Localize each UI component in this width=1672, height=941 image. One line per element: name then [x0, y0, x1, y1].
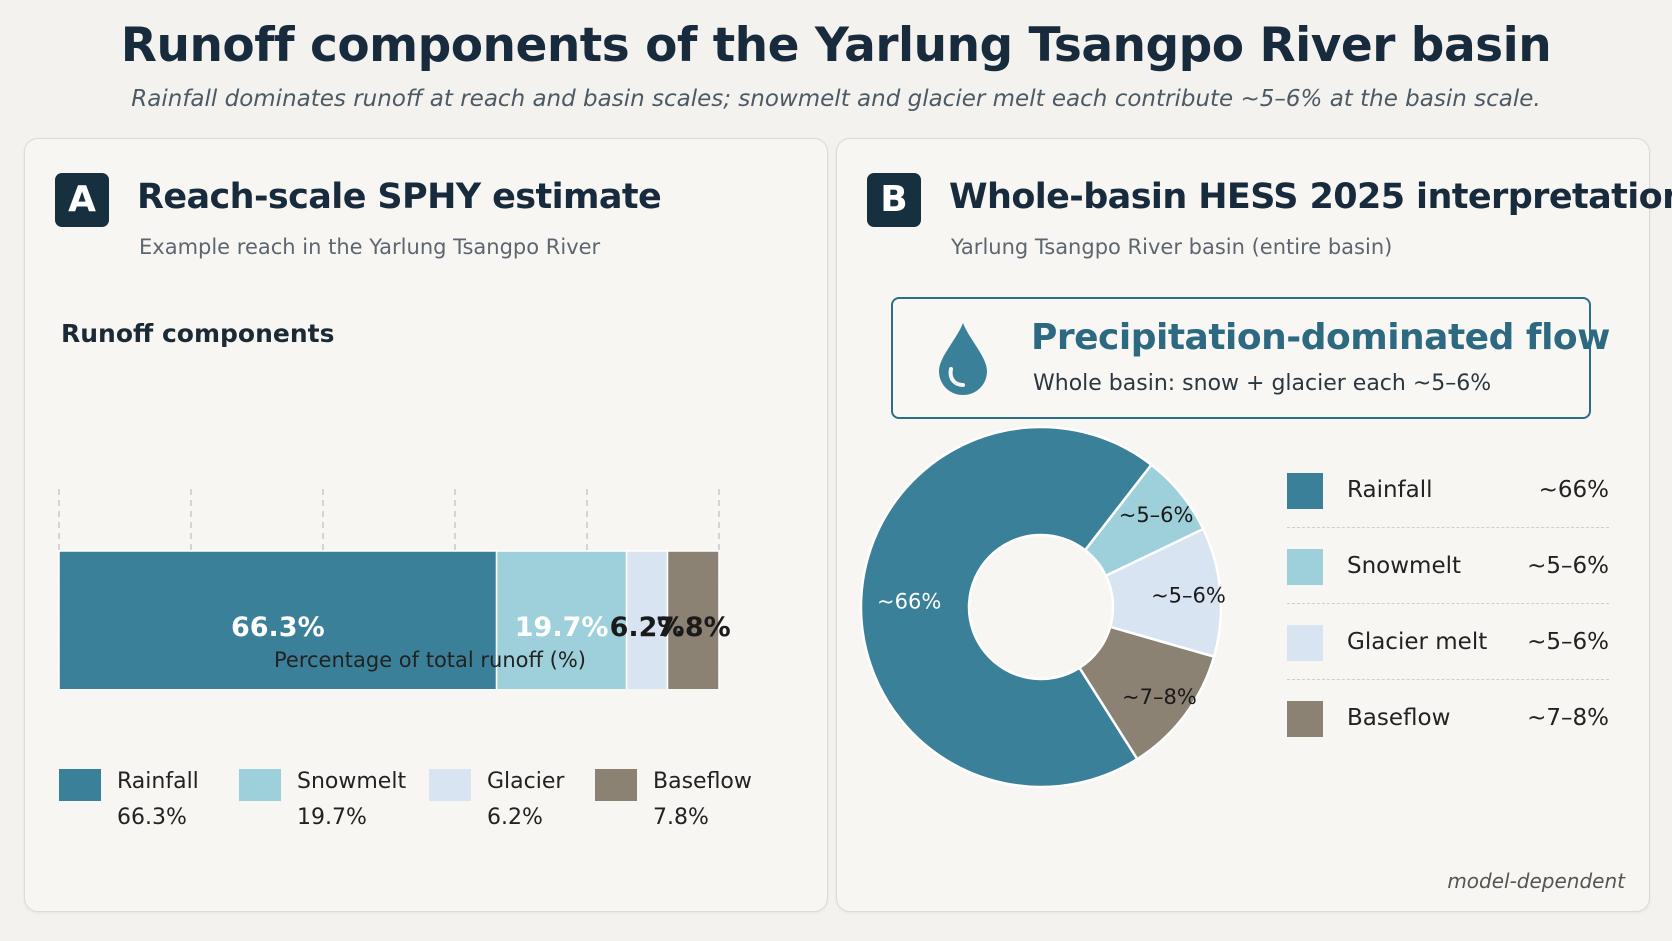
legend-label: Snowmelt — [297, 769, 407, 794]
callout-box: Precipitation-dominated flow Whole basin… — [891, 297, 1610, 419]
legend-swatch-glacier — [429, 769, 471, 801]
legend-value: ~7–8% — [1527, 705, 1609, 731]
legend-value: ~5–6% — [1527, 553, 1609, 579]
bar-segment-baseflow — [666, 550, 720, 689]
legend-swatch-rainfall — [59, 769, 101, 801]
panel-b-title: Whole-basin HESS 2025 interpretation — [949, 177, 1672, 217]
bar-chart-title: Runoff components — [61, 319, 335, 348]
bar-data-label: 7.8% — [656, 612, 731, 643]
bar-labels: 66.3% 19.7% 6.2%7.8% — [231, 612, 731, 643]
donut-data-label: ~5–6% — [1151, 584, 1226, 608]
bar-segment-glacier — [625, 550, 669, 689]
legend-label: Baseflow — [1347, 705, 1451, 731]
legend-swatch-baseflow — [595, 769, 637, 801]
legend-divider — [1287, 603, 1609, 604]
legend-label: Snowmelt — [1347, 553, 1462, 579]
panel-a-title: Reach-scale SPHY estimate — [137, 177, 662, 217]
legend-divider — [1287, 527, 1609, 528]
x-axis-label: Percentage of total runoff (%) — [274, 648, 586, 672]
legend-value: 66.3% — [117, 805, 187, 830]
donut-labels: ~5–6% ~5–6% ~7–8% ~66% — [877, 503, 1226, 709]
donut-data-label: ~66% — [877, 590, 941, 614]
footnote: model-dependent — [1447, 869, 1625, 893]
bar-segment-rainfall — [58, 550, 498, 689]
legend-item-baseflow: Baseflow ~7–8% — [1287, 697, 1609, 759]
legend-swatch-snowmelt — [239, 769, 281, 801]
legend-value: 7.8% — [653, 805, 709, 830]
legend-item-rainfall: Rainfall ~66% — [1287, 469, 1609, 531]
legend-item-snowmelt: Snowmelt ~5–6% — [1287, 545, 1609, 607]
legend-label: Glacier melt — [1347, 629, 1488, 655]
bar-segment-snowmelt — [495, 550, 628, 689]
donut-data-label: ~7–8% — [1122, 685, 1197, 709]
legend-label: Baseflow — [653, 769, 752, 794]
bar-data-label: 66.3% — [231, 612, 325, 643]
panel-b: B Whole-basin HESS 2025 interpretation Y… — [836, 138, 1672, 912]
legend-label: Rainfall — [1347, 477, 1433, 503]
panel-a: A Reach-scale SPHY estimate Example reac… — [24, 138, 828, 912]
legend-value: 6.2% — [487, 805, 543, 830]
legend-swatch-glacier — [1287, 625, 1323, 661]
panel-a-subtitle: Example reach in the Yarlung Tsangpo Riv… — [139, 235, 601, 259]
page-subtitle: Rainfall dominates runoff at reach and b… — [131, 86, 1541, 112]
legend-value: ~66% — [1538, 477, 1609, 503]
legend-swatch-snowmelt — [1287, 549, 1323, 585]
legend-label: Glacier — [487, 769, 565, 794]
donut-chart: ~5–6% ~5–6% ~7–8% ~66% — [859, 425, 1226, 789]
bar-data-label: 6.2% — [610, 612, 685, 643]
legend-divider — [1287, 679, 1609, 680]
donut-slices — [859, 425, 1223, 789]
panel-b-subtitle: Yarlung Tsangpo River basin (entire basi… — [951, 235, 1393, 259]
legend-swatch-rainfall — [1287, 473, 1323, 509]
stacked-bar-chart: 66.3%19.7%6.2%7.8% 020406080100 Percenta… — [58, 489, 731, 689]
bar-data-label: 19.7% — [515, 612, 609, 643]
callout-title: Precipitation-dominated flow — [1031, 317, 1610, 358]
donut-data-label: ~5–6% — [1119, 503, 1194, 527]
legend-value: 19.7% — [297, 805, 367, 830]
legend-label: Rainfall — [117, 769, 199, 794]
legend-value: ~5–6% — [1527, 629, 1609, 655]
page-title: Runoff components of the Yarlung Tsangpo… — [120, 18, 1552, 73]
donut-slice-rainfall — [859, 425, 1154, 789]
panel-a-badge: A — [55, 173, 109, 227]
legend-item-glacier-melt: Glacier melt ~5–6% — [1287, 621, 1609, 683]
bar-segments — [58, 550, 720, 689]
panel-b-badge: B — [867, 173, 921, 227]
legend-swatch-baseflow — [1287, 701, 1323, 737]
water-drop-icon — [939, 323, 987, 395]
callout-text: Whole basin: snow + glacier each ~5–6% — [1033, 371, 1492, 396]
